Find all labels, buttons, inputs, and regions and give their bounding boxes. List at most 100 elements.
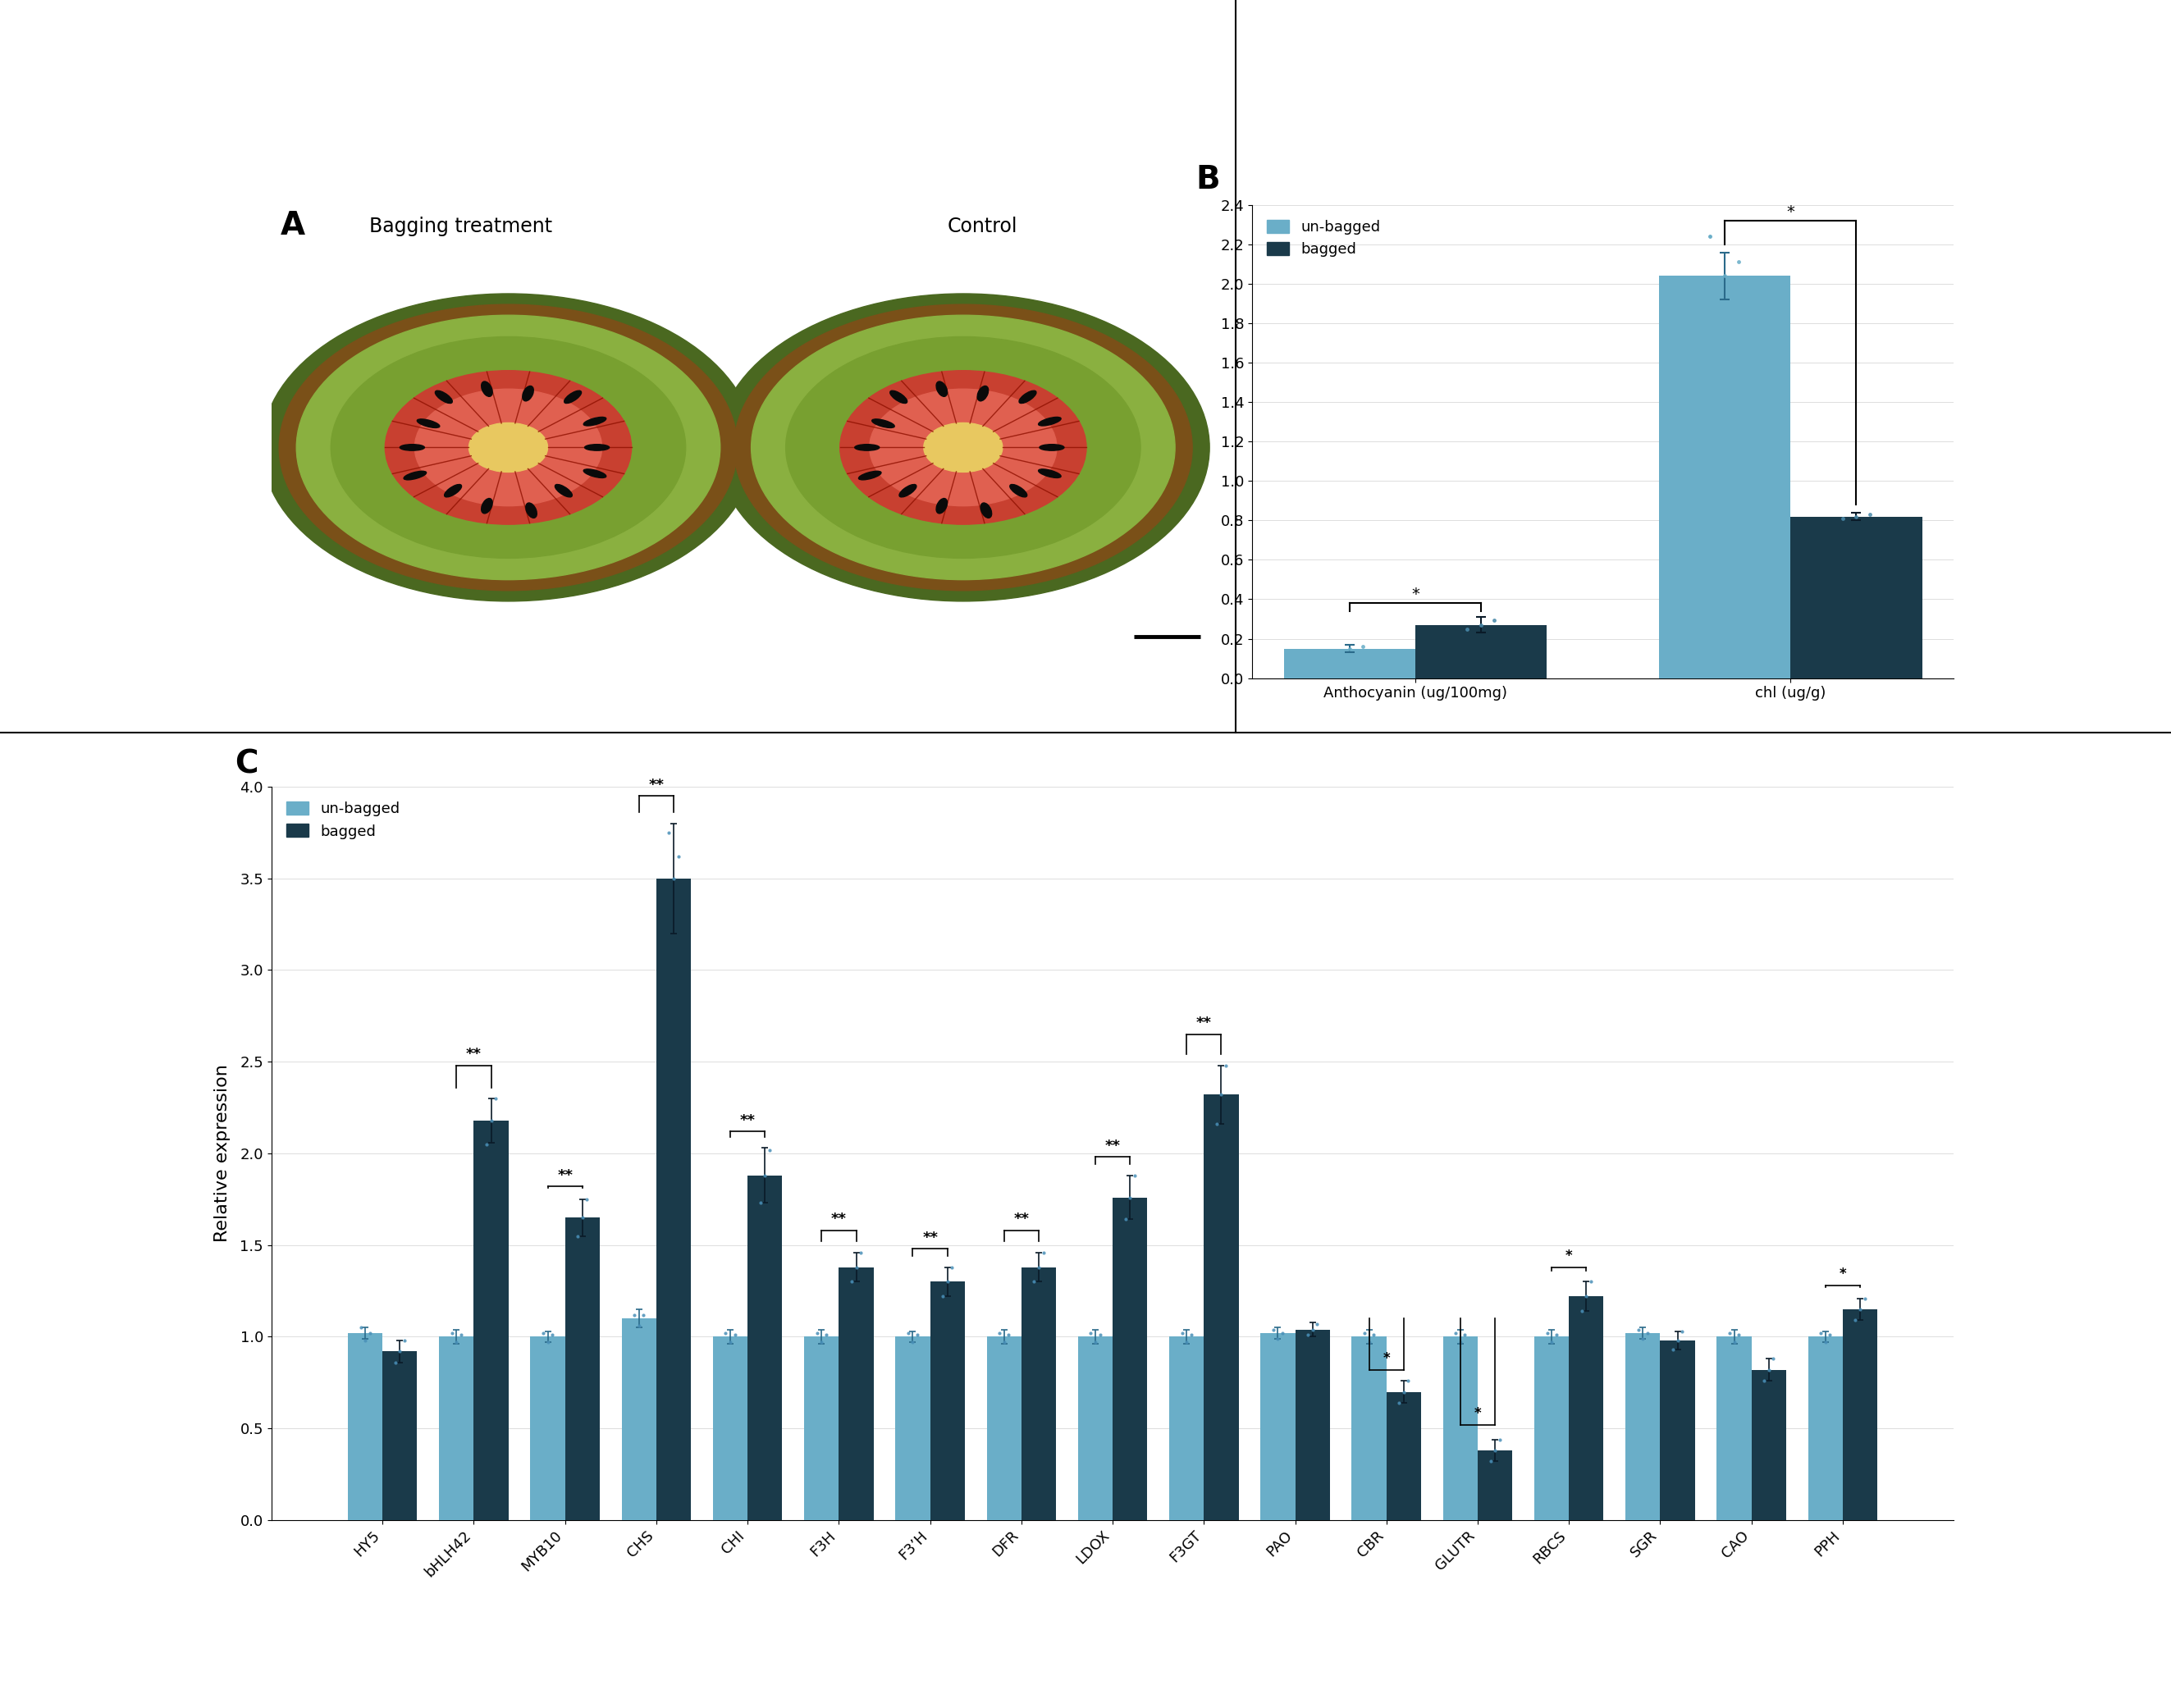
- Bar: [564, 1218, 599, 1520]
- Ellipse shape: [899, 485, 916, 497]
- Circle shape: [415, 389, 601, 506]
- Y-axis label: Relative expression: Relative expression: [215, 1064, 230, 1242]
- Text: *: *: [1565, 1249, 1572, 1264]
- Ellipse shape: [556, 485, 573, 497]
- Bar: [747, 1175, 782, 1520]
- Circle shape: [751, 316, 1175, 579]
- Bar: [929, 1281, 964, 1520]
- Bar: [1717, 1337, 1752, 1520]
- Bar: [473, 1120, 508, 1520]
- Bar: [712, 1337, 747, 1520]
- Text: **: **: [1105, 1139, 1120, 1153]
- Bar: [1283, 649, 1415, 678]
- Text: **: **: [649, 777, 664, 793]
- Text: **: **: [1014, 1213, 1029, 1226]
- Bar: [1079, 1337, 1114, 1520]
- Ellipse shape: [584, 470, 606, 478]
- Circle shape: [263, 294, 756, 601]
- Bar: [1808, 1337, 1843, 1520]
- Bar: [1296, 1329, 1331, 1520]
- Bar: [347, 1334, 382, 1520]
- Circle shape: [384, 371, 632, 524]
- Ellipse shape: [977, 386, 988, 401]
- Text: *: *: [1411, 586, 1420, 603]
- Bar: [838, 1267, 873, 1520]
- Ellipse shape: [525, 502, 536, 518]
- Text: *: *: [1787, 205, 1795, 220]
- Bar: [1353, 1337, 1387, 1520]
- Text: *: *: [1839, 1267, 1845, 1281]
- Circle shape: [871, 389, 1057, 506]
- Circle shape: [734, 304, 1192, 591]
- Bar: [1661, 1341, 1696, 1520]
- Circle shape: [280, 304, 738, 591]
- Ellipse shape: [417, 418, 441, 427]
- Text: **: **: [923, 1230, 938, 1245]
- Circle shape: [716, 294, 1209, 601]
- Bar: [1535, 1337, 1570, 1520]
- Circle shape: [297, 316, 721, 579]
- Text: **: **: [467, 1047, 482, 1062]
- Ellipse shape: [1010, 485, 1027, 497]
- Bar: [1843, 1310, 1878, 1520]
- Ellipse shape: [1018, 391, 1036, 403]
- Ellipse shape: [936, 381, 947, 396]
- Text: **: **: [740, 1114, 756, 1127]
- Text: C: C: [234, 748, 258, 779]
- Circle shape: [330, 336, 686, 559]
- Ellipse shape: [890, 391, 907, 403]
- Ellipse shape: [1040, 444, 1064, 451]
- Text: *: *: [1474, 1406, 1481, 1421]
- Bar: [439, 1337, 473, 1520]
- Circle shape: [840, 371, 1086, 524]
- Ellipse shape: [399, 444, 426, 451]
- Ellipse shape: [936, 499, 947, 514]
- Bar: [1415, 625, 1546, 678]
- Ellipse shape: [981, 502, 992, 518]
- Ellipse shape: [523, 386, 534, 401]
- Bar: [1020, 1267, 1055, 1520]
- Bar: [1387, 1392, 1422, 1520]
- Circle shape: [786, 336, 1140, 559]
- Legend: un-bagged, bagged: un-bagged, bagged: [278, 794, 408, 845]
- Text: **: **: [1196, 1016, 1211, 1030]
- Text: *: *: [1383, 1351, 1389, 1366]
- Bar: [1205, 1095, 1240, 1520]
- Bar: [1478, 1450, 1513, 1520]
- Circle shape: [469, 424, 547, 471]
- Ellipse shape: [564, 391, 582, 403]
- Ellipse shape: [445, 485, 462, 497]
- Ellipse shape: [482, 381, 493, 396]
- Bar: [894, 1337, 929, 1520]
- Circle shape: [923, 424, 1003, 471]
- Legend: un-bagged, bagged: un-bagged, bagged: [1259, 212, 1387, 265]
- Bar: [1570, 1296, 1604, 1520]
- Text: **: **: [558, 1168, 573, 1182]
- Text: B: B: [1196, 164, 1220, 195]
- Text: **: **: [831, 1213, 847, 1226]
- Bar: [1114, 1197, 1146, 1520]
- Ellipse shape: [855, 444, 879, 451]
- Text: Control: Control: [947, 217, 1018, 236]
- Bar: [803, 1337, 838, 1520]
- Text: Bagging treatment: Bagging treatment: [369, 217, 551, 236]
- Ellipse shape: [434, 391, 452, 403]
- Bar: [1791, 516, 1921, 678]
- Bar: [656, 878, 690, 1520]
- Ellipse shape: [584, 417, 606, 425]
- Text: A: A: [280, 210, 306, 241]
- Bar: [382, 1351, 417, 1520]
- Bar: [1659, 277, 1791, 678]
- Ellipse shape: [858, 471, 881, 480]
- Ellipse shape: [1038, 470, 1062, 478]
- Bar: [1170, 1337, 1205, 1520]
- Ellipse shape: [873, 418, 894, 427]
- Bar: [621, 1319, 656, 1520]
- Bar: [1752, 1370, 1787, 1520]
- Ellipse shape: [584, 444, 610, 451]
- Ellipse shape: [482, 499, 493, 514]
- Bar: [530, 1337, 564, 1520]
- Bar: [1261, 1334, 1296, 1520]
- Ellipse shape: [1038, 417, 1062, 425]
- Ellipse shape: [404, 471, 426, 480]
